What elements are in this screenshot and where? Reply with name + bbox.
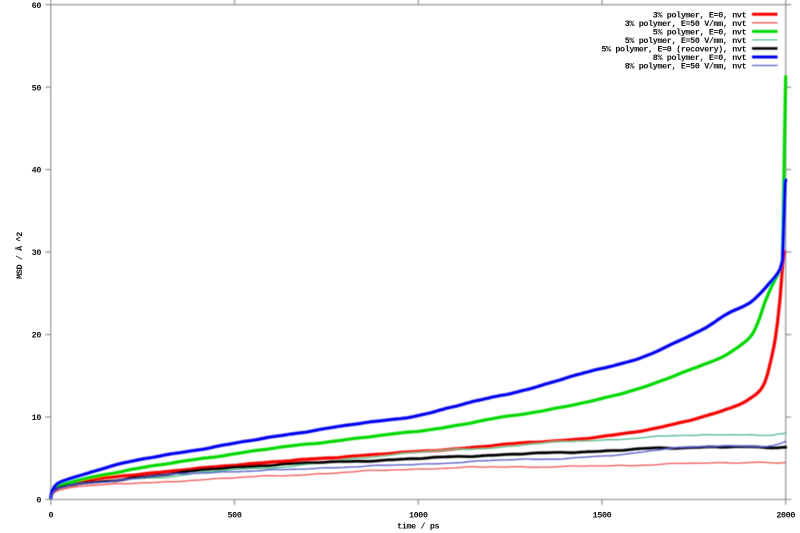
svg-text:time / ps: time / ps: [397, 521, 439, 531]
svg-text:3% polymer, E=0, nvt: 3% polymer, E=0, nvt: [653, 10, 747, 20]
svg-text:30: 30: [32, 248, 42, 258]
svg-text:8% polymer, E=50 V/mm, nvt: 8% polymer, E=50 V/mm, nvt: [625, 62, 747, 72]
svg-text:60: 60: [32, 1, 42, 11]
svg-text:20: 20: [32, 331, 42, 341]
svg-text:1000: 1000: [409, 511, 428, 521]
svg-text:0: 0: [48, 511, 53, 521]
svg-text:50: 50: [32, 83, 42, 93]
svg-text:0: 0: [36, 496, 41, 506]
svg-text:40: 40: [32, 166, 42, 176]
svg-text:MSD / Å ^2: MSD / Å ^2: [14, 232, 25, 279]
svg-text:5% polymer, E=0 (recovery), nv: 5% polymer, E=0 (recovery), nvt: [601, 45, 746, 55]
svg-text:5% polymer, E=0, nvt: 5% polymer, E=0, nvt: [653, 28, 747, 38]
svg-text:8% polymer, E=0, nvt: 8% polymer, E=0, nvt: [653, 53, 747, 63]
svg-text:3% polymer, E=50 V/mm, nvt: 3% polymer, E=50 V/mm, nvt: [625, 19, 747, 29]
svg-text:5% polymer, E=50 V/mm, nvt: 5% polymer, E=50 V/mm, nvt: [625, 36, 747, 46]
svg-text:500: 500: [227, 511, 241, 521]
svg-text:10: 10: [32, 413, 42, 423]
svg-text:2000: 2000: [776, 511, 795, 521]
svg-text:1500: 1500: [593, 511, 612, 521]
